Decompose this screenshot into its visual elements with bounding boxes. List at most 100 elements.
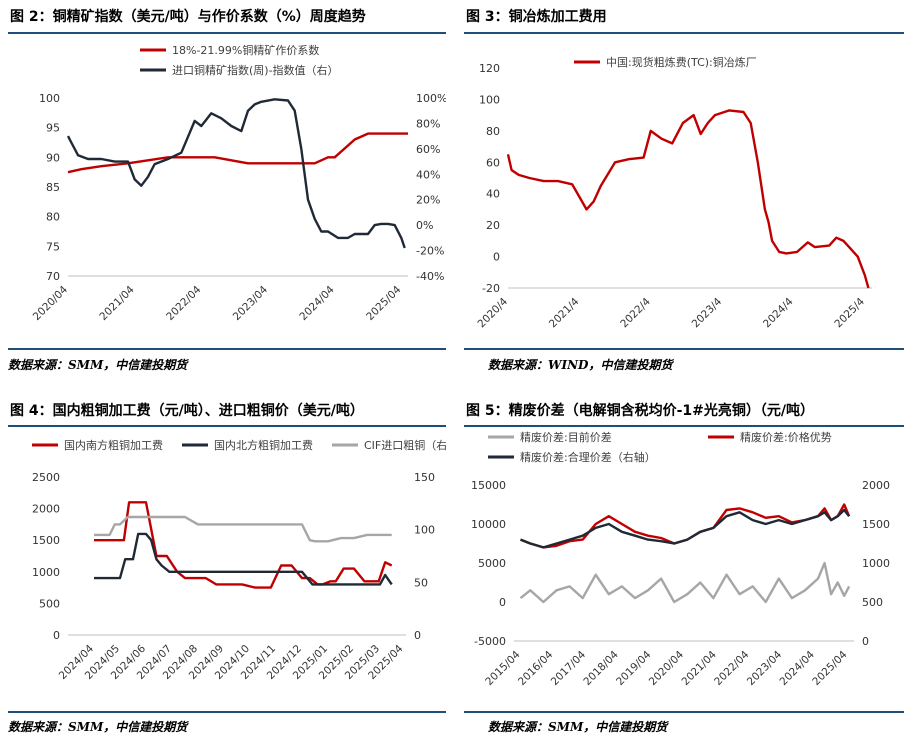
title-rule bbox=[464, 425, 904, 427]
x-tick-label: 2020/04 bbox=[647, 648, 687, 688]
source-rule bbox=[464, 711, 904, 713]
y-tick-label: 10000 bbox=[471, 518, 506, 531]
x-tick-label: 2023/04 bbox=[231, 283, 271, 323]
x-tick-label: 2024/04 bbox=[778, 648, 818, 688]
legend-label: 18%-21.99%铜精矿作价系数 bbox=[172, 43, 319, 57]
x-tick-label: 2024/04 bbox=[297, 283, 337, 323]
y2-tick-label: 150 bbox=[414, 471, 435, 484]
y-tick-label: 0 bbox=[53, 629, 60, 642]
legend-label: 精废价差:合理价差（右轴） bbox=[520, 450, 656, 464]
y2-tick-label: 50 bbox=[414, 576, 428, 589]
series-line-1 bbox=[67, 132, 408, 174]
y2-tick-label: 20% bbox=[416, 194, 440, 207]
y2-tick-label: 0% bbox=[416, 219, 433, 232]
chart-figure-2: 70 75 80 85 90 95 100 -40% -20% 0% 20% 40% 60% 80% 100… bbox=[31, 43, 446, 323]
series-line-1 bbox=[506, 109, 870, 289]
source-rule bbox=[8, 711, 446, 713]
title-rule bbox=[8, 425, 446, 427]
y-tick-label: -20 bbox=[482, 282, 500, 295]
x-tick-label: 2022/04 bbox=[164, 283, 204, 323]
y-tick-label: 80 bbox=[486, 125, 500, 138]
y2-tick-label: -40% bbox=[416, 270, 444, 283]
source-rule bbox=[8, 348, 446, 350]
y-tick-label: -5000 bbox=[474, 635, 506, 648]
y2-tick-label: 1500 bbox=[862, 518, 890, 531]
x-tick-label: 2025/4 bbox=[832, 295, 867, 330]
y-tick-label: 1000 bbox=[32, 566, 60, 579]
y-tick-label: 20 bbox=[486, 219, 500, 232]
y-tick-label: 15000 bbox=[471, 479, 506, 492]
y-tick-label: 70 bbox=[46, 270, 60, 283]
y-tick-label: 75 bbox=[46, 240, 60, 253]
x-tick-label: 2021/04 bbox=[97, 283, 137, 323]
x-tick-label: 2015/04 bbox=[483, 648, 523, 688]
legend-label: CIF进口粗铜（右） bbox=[364, 438, 446, 452]
y-tick-label: 40 bbox=[486, 188, 500, 201]
series-line-1 bbox=[519, 561, 851, 604]
series-line-3 bbox=[94, 515, 392, 543]
chart-title: 图 3：铜冶炼加工费用 bbox=[466, 9, 607, 25]
x-tick-label: 2022/04 bbox=[712, 648, 752, 688]
x-tick-label: 2017/04 bbox=[549, 648, 589, 688]
x-tick-label: 2020/04 bbox=[31, 283, 71, 323]
x-tick-label: 2021/4 bbox=[547, 295, 582, 330]
y-tick-label: 500 bbox=[39, 597, 60, 610]
y-tick-label: 100 bbox=[479, 93, 500, 106]
source-rule bbox=[464, 348, 904, 350]
chart-title: 图 2：铜精矿指数（美元/吨）与作价系数（%）周度趋势 bbox=[10, 9, 366, 25]
data-source: 数据来源：SMM，中信建投期货 bbox=[8, 720, 188, 734]
y2-tick-label: 40% bbox=[416, 168, 440, 181]
y2-tick-label: 60% bbox=[416, 143, 440, 156]
x-tick-label: 2016/04 bbox=[516, 648, 556, 688]
x-tick-label: 2018/04 bbox=[581, 648, 621, 688]
y-tick-label: 2000 bbox=[32, 503, 60, 516]
x-tick-label: 2023/04 bbox=[745, 648, 785, 688]
y-tick-label: 5000 bbox=[478, 557, 506, 570]
legend-label: 国内南方粗铜加工费 bbox=[64, 438, 163, 452]
y-tick-label: 85 bbox=[46, 181, 60, 194]
y2-tick-label: 0 bbox=[862, 635, 869, 648]
y2-tick-label: -20% bbox=[416, 245, 444, 258]
series-line-1 bbox=[94, 501, 393, 589]
chart-title: 图 5：精废价差（电解铜含税均价-1#光亮铜）（元/吨） bbox=[466, 403, 815, 419]
y2-tick-label: 500 bbox=[862, 596, 883, 609]
y-tick-label: 0 bbox=[493, 251, 500, 264]
x-tick-label: 2025/04 bbox=[364, 283, 404, 323]
y-tick-label: 100 bbox=[39, 92, 60, 105]
chart-figure-5: -5000 0 5000 10000 15000 0 500 1000 1500 2000 2015… bbox=[471, 430, 890, 688]
y-tick-label: 95 bbox=[46, 122, 60, 135]
y-tick-label: 2500 bbox=[32, 471, 60, 484]
x-tick-label: 2024/4 bbox=[761, 295, 796, 330]
y2-tick-label: 100 bbox=[414, 524, 435, 537]
legend-label: 精废价差:价格优势 bbox=[740, 430, 832, 444]
data-source: 数据来源：SMM，中信建投期货 bbox=[8, 358, 188, 372]
title-rule bbox=[464, 32, 904, 34]
y2-tick-label: 80% bbox=[416, 117, 440, 130]
legend-label: 中国:现货粗炼费(TC):铜冶炼厂 bbox=[606, 55, 757, 69]
legend-label: 进口铜精矿指数(周)-指数值（右） bbox=[172, 63, 339, 77]
y-tick-label: 120 bbox=[479, 62, 500, 75]
series-line-2 bbox=[66, 98, 406, 249]
x-tick-label: 2021/04 bbox=[679, 648, 719, 688]
legend-label: 国内北方粗铜加工费 bbox=[214, 438, 313, 452]
series-line-3 bbox=[520, 508, 851, 549]
y-tick-label: 60 bbox=[486, 156, 500, 169]
x-tick-label: 2025/04 bbox=[810, 648, 850, 688]
chart-figure-4: 050010001500200025000501001502024/042024… bbox=[32, 438, 446, 682]
x-tick-label: 2023/4 bbox=[690, 295, 725, 330]
y2-tick-label: 1000 bbox=[862, 557, 890, 570]
chart-figure-3: -20 0 20 40 60 80 100 120 2020/4 2021/4 2022/4 2023… bbox=[476, 55, 872, 330]
x-tick-label: 2022/4 bbox=[618, 295, 653, 330]
x-tick-label: 2020/4 bbox=[476, 295, 511, 330]
y-tick-label: 0 bbox=[499, 596, 506, 609]
data-source: 数据来源：WIND，中信建投期货 bbox=[488, 358, 673, 372]
y-tick-label: 90 bbox=[46, 151, 60, 164]
series-line-2 bbox=[94, 532, 393, 586]
y2-tick-label: 2000 bbox=[862, 479, 890, 492]
y2-tick-label: 100% bbox=[416, 92, 446, 105]
chart-title: 图 4：国内粗铜加工费（元/吨）、进口粗铜价（美元/吨） bbox=[10, 403, 364, 419]
title-rule bbox=[8, 32, 446, 34]
y-tick-label: 80 bbox=[46, 211, 60, 224]
y2-tick-label: 0 bbox=[414, 629, 421, 642]
x-tick-label: 2019/04 bbox=[614, 648, 654, 688]
